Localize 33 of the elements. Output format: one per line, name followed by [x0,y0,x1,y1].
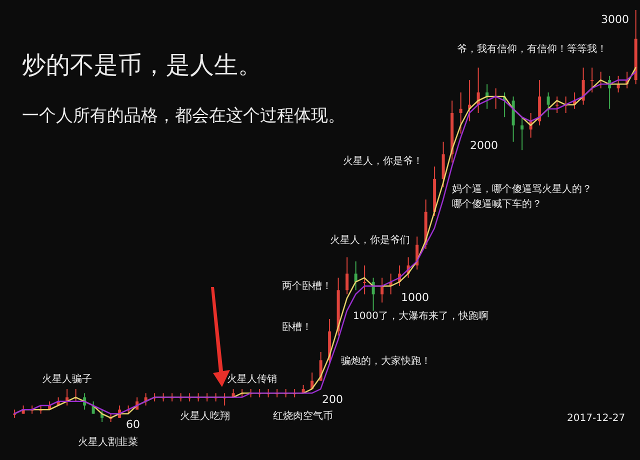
annotation: 火星人骗子 [42,374,92,385]
candlestick [380,277,384,304]
annotation: 火星人，你是爷们 [330,235,410,246]
annotation: 骗炮的，大家快跑！ [341,356,431,367]
annotation: 两个卧槽！ [282,281,332,292]
candlestick [346,256,349,295]
annotation: 60 [126,418,140,430]
annotation: 2000 [470,138,498,152]
annotation: 火星人，你是爷！ [343,156,423,167]
candlestick [556,96,559,114]
annotation: 妈个逼，哪个傻逼骂火星人的？ [452,184,592,195]
annotation: 卧槽！ [282,322,312,333]
candlestick [459,92,462,134]
candlestick [363,264,366,295]
annotation: 火星人传销 [227,374,277,385]
annotation: 200 [322,392,343,406]
candlestick [582,67,585,106]
annotation: 2017-12-27 [567,413,626,424]
text: 炒的不是币，是人生。 [22,51,262,79]
annotation: 红烧肉空气币 [273,411,333,422]
annotation: 哪个傻逼喊下车的？ [452,199,542,210]
candlestick [546,92,550,118]
candlestick [354,260,358,291]
annotation: 火星人吃翔 [180,411,230,422]
annotation: 爷，我有信仰，有信仰！等等我！ [457,44,607,55]
annotation: 3000 [601,12,629,26]
annotation: 1000 [401,290,429,304]
candlestick [372,277,375,312]
candlestick [590,67,594,93]
text: 一个人所有的品格，都会在这个过程体现。 [22,106,345,126]
text: 火星人割韭菜 [78,437,138,448]
candlestick [520,116,524,151]
annotation: 1000了，大瀑布来了，快跑啊 [353,311,488,322]
